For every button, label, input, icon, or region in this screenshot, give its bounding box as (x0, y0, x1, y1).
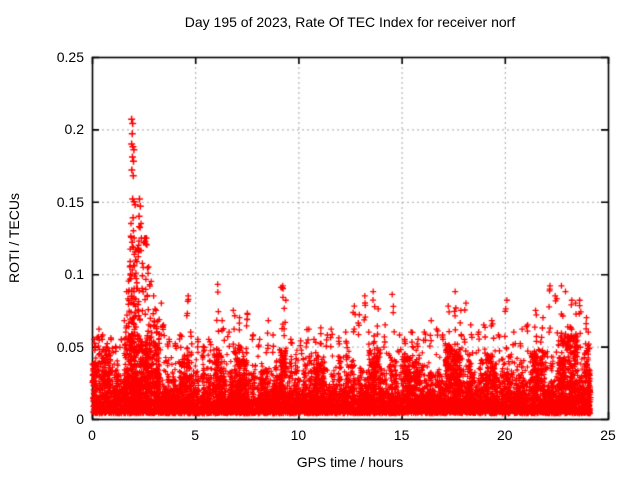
chart-title: Day 195 of 2023, Rate Of TEC Index for r… (184, 14, 516, 30)
x-tick-label: 5 (191, 427, 200, 443)
x-axis-label: GPS time / hours (296, 454, 404, 470)
x-tick-label: 0 (88, 427, 96, 443)
y-tick-label: 0 (76, 411, 84, 427)
y-tick-label: 0.1 (64, 266, 84, 283)
x-tick-label: 20 (497, 427, 513, 443)
x-tick-label: 15 (393, 427, 410, 443)
x-tick-label: 25 (600, 427, 616, 443)
y-tick-label: 0.2 (64, 121, 84, 138)
y-tick-label: 0.25 (56, 49, 84, 65)
y-tick-label: 0.05 (56, 338, 84, 355)
x-tick-label: 10 (290, 427, 307, 443)
y-tick-label: 0.15 (56, 193, 84, 210)
